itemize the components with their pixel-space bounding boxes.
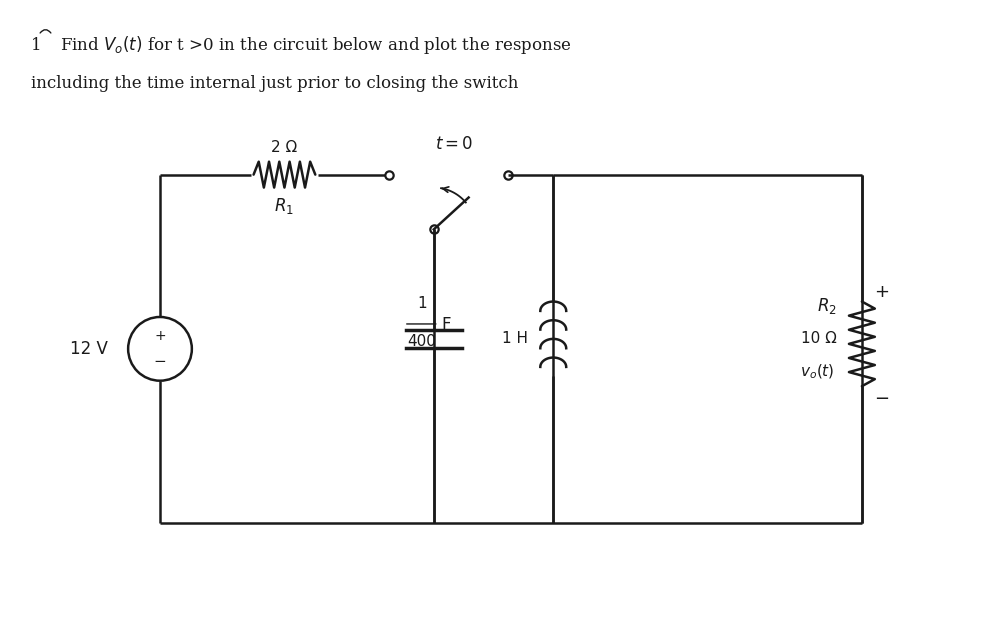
Text: 10 Ω: 10 Ω — [802, 331, 837, 347]
Text: F: F — [442, 316, 452, 334]
Text: 2 Ω: 2 Ω — [271, 140, 297, 155]
Text: $v_o(t)$: $v_o(t)$ — [800, 362, 834, 381]
Text: including the time internal just prior to closing the switch: including the time internal just prior t… — [31, 74, 517, 92]
Text: 12 V: 12 V — [71, 340, 109, 358]
Text: +: + — [155, 329, 166, 343]
Text: Find $V_o(t)$ for t >0 in the circuit below and plot the response: Find $V_o(t)$ for t >0 in the circuit be… — [61, 34, 572, 56]
Text: $R_2$: $R_2$ — [818, 296, 837, 316]
Text: −: − — [873, 389, 889, 408]
Text: −: − — [154, 354, 166, 369]
Text: 1 H: 1 H — [502, 331, 528, 347]
Text: 1: 1 — [31, 36, 41, 53]
Text: 1: 1 — [417, 296, 427, 311]
Text: $t = 0$: $t = 0$ — [435, 135, 473, 153]
Text: 400: 400 — [408, 334, 437, 349]
Text: +: + — [873, 283, 889, 301]
Text: $R_1$: $R_1$ — [274, 196, 294, 216]
